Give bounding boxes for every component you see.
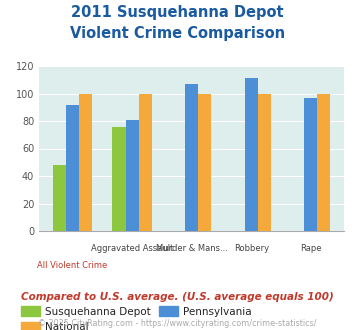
Bar	[258, 93, 271, 231]
Bar	[126, 120, 139, 231]
Bar	[113, 126, 126, 231]
Legend: Susquehanna Depot, National, Pennsylvania: Susquehanna Depot, National, Pennsylvani…	[17, 302, 256, 330]
Text: Robbery: Robbery	[234, 244, 269, 253]
Text: 2011 Susquehanna Depot: 2011 Susquehanna Depot	[71, 5, 284, 20]
Bar	[198, 93, 211, 231]
Bar	[53, 165, 66, 231]
Bar	[245, 79, 258, 231]
Text: All Violent Crime: All Violent Crime	[38, 261, 108, 270]
Text: Violent Crime Comparison: Violent Crime Comparison	[70, 26, 285, 41]
Bar	[79, 93, 92, 231]
Bar	[185, 84, 198, 231]
Bar	[317, 93, 331, 231]
Bar	[66, 105, 79, 231]
Text: © 2025 CityRating.com - https://www.cityrating.com/crime-statistics/: © 2025 CityRating.com - https://www.city…	[38, 319, 317, 328]
Text: Aggravated Assault: Aggravated Assault	[91, 244, 173, 253]
Bar	[304, 98, 317, 231]
Text: Rape: Rape	[300, 244, 322, 253]
Text: Murder & Mans...: Murder & Mans...	[156, 244, 228, 253]
Bar	[139, 93, 152, 231]
Text: Compared to U.S. average. (U.S. average equals 100): Compared to U.S. average. (U.S. average …	[21, 292, 334, 302]
